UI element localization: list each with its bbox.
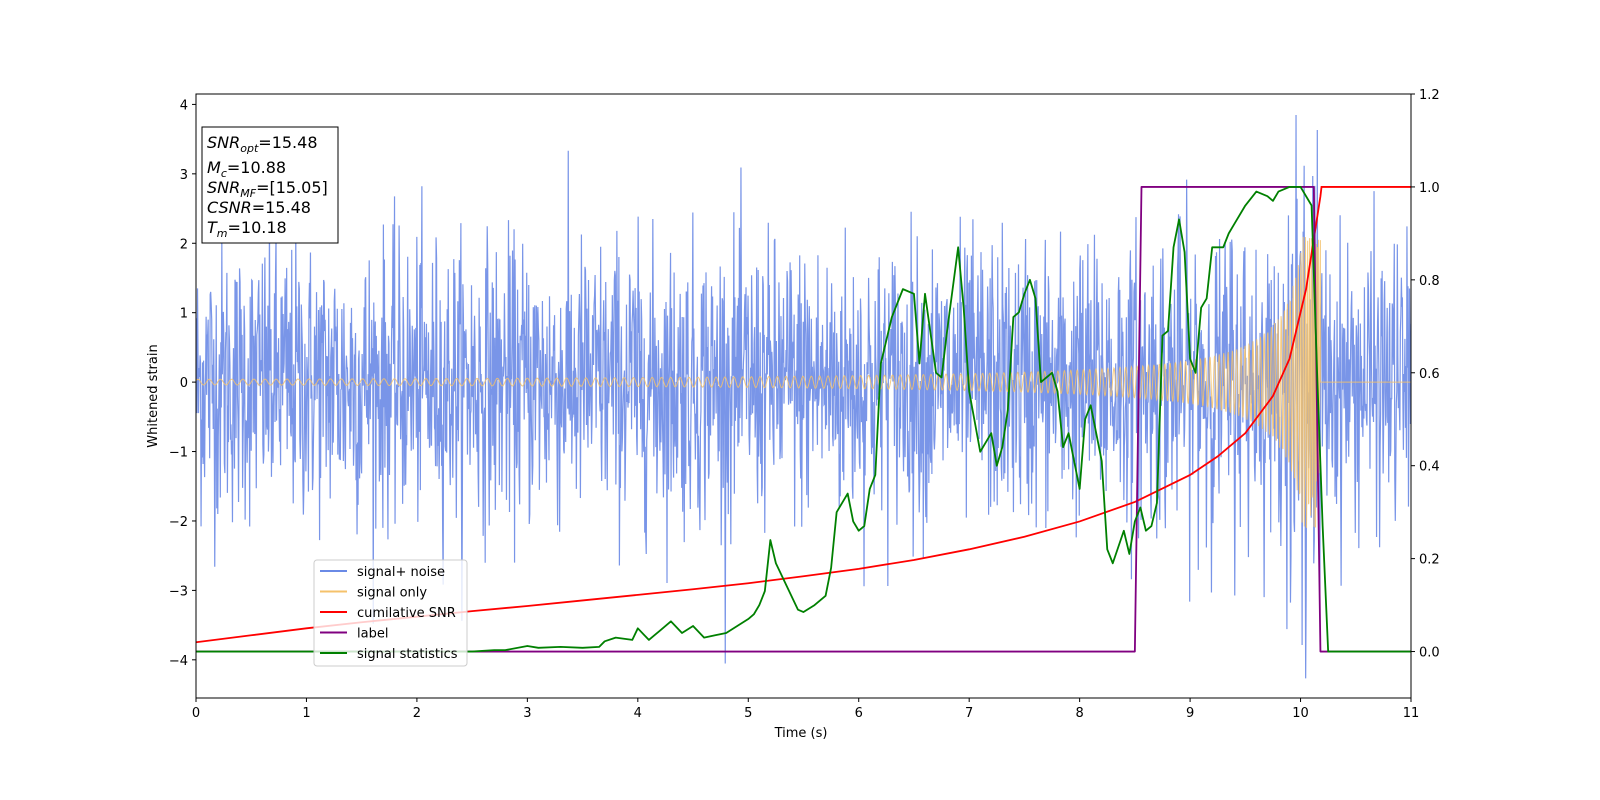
legend-label: signal only <box>357 586 427 601</box>
info-value: =10.88 <box>227 158 286 177</box>
y-left-tick-label: −4 <box>169 654 188 669</box>
legend-label: signal+ noise <box>357 565 445 580</box>
legend-label: signal statistics <box>357 647 458 662</box>
legend: signal+ noise signal only cumilative SNR la… <box>313 559 468 667</box>
x-tick-label: 9 <box>1186 706 1194 721</box>
y-left-tick-label: −3 <box>169 584 188 599</box>
info-value: =[15.05] <box>256 178 328 197</box>
y-left-tick-label: 0 <box>180 376 188 391</box>
info-subscript: MF <box>240 187 256 200</box>
info-value: =15.48 <box>252 198 311 217</box>
x-tick-label: 2 <box>413 706 421 721</box>
y-right-tick-label: 0.2 <box>1419 553 1440 568</box>
info-value: =15.48 <box>258 133 317 152</box>
series-signal-only <box>196 236 1411 528</box>
y-right-tick-label: 0.6 <box>1419 367 1440 382</box>
info-line: Mc=10.88 <box>207 158 286 180</box>
y-left-tick-label: 4 <box>180 98 188 113</box>
plot-frame <box>195 93 1412 699</box>
y-right-tick-label: 0.0 <box>1419 646 1440 661</box>
x-tick-label: 4 <box>634 706 642 721</box>
info-symbol: SNR <box>207 133 240 152</box>
legend-frame <box>313 559 468 667</box>
info-symbol: CSNR <box>207 198 252 217</box>
y-axis-label: Whitened strain <box>146 344 161 447</box>
info-line: Tm=10.18 <box>207 218 287 240</box>
x-tick-label: 6 <box>855 706 863 721</box>
info-box: SNRopt=15.48Mc=10.88SNRMF=[15.05]CSNR=15… <box>201 126 339 244</box>
x-tick-label: 11 <box>1403 706 1420 721</box>
info-subscript: c <box>221 167 227 180</box>
x-tick-label: 0 <box>192 706 200 721</box>
y-left-tick-label: 3 <box>180 168 188 183</box>
series-signal-noise <box>196 114 1411 679</box>
info-line: CSNR=15.48 <box>207 198 311 217</box>
info-box-frame <box>201 126 339 244</box>
info-symbol: T <box>207 218 218 237</box>
x-tick-label: 10 <box>1292 706 1309 721</box>
y-right-tick-label: 1.2 <box>1419 88 1440 103</box>
y-right-tick-label: 0.8 <box>1419 274 1440 289</box>
x-tick-label: 5 <box>744 706 752 721</box>
info-subscript: m <box>217 227 228 240</box>
y-left-tick-label: −1 <box>169 446 188 461</box>
y-right-tick-label: 0.4 <box>1419 460 1440 475</box>
y-left-tick-label: 1 <box>180 307 188 322</box>
info-subscript: opt <box>240 142 259 155</box>
legend-label: cumilative SNR <box>357 606 456 621</box>
info-symbol: SNR <box>207 178 240 197</box>
x-axis-label: Time (s) <box>774 726 828 741</box>
info-symbol: M <box>207 158 221 177</box>
x-tick-label: 1 <box>302 706 310 721</box>
x-tick-label: 7 <box>965 706 973 721</box>
info-line: SNRMF=[15.05] <box>207 178 328 200</box>
info-line: SNRopt=15.48 <box>207 133 318 155</box>
y-left-tick-label: −2 <box>169 515 188 530</box>
x-tick-label: 3 <box>523 706 531 721</box>
legend-label: label <box>357 627 388 642</box>
info-value: =10.18 <box>228 218 287 237</box>
x-tick-label: 8 <box>1075 706 1083 721</box>
y-left-tick-label: 2 <box>180 237 188 252</box>
series-signal-statistics <box>196 186 1411 653</box>
y-right-tick-label: 1.0 <box>1419 181 1440 196</box>
axes-layer: 0 1 2 3 4 5 6 7 8 9 10 11 −4 −3 −2 −1 0 1 2 3 4 0.0 0.2 0.4 0.6 0… <box>169 88 1440 721</box>
